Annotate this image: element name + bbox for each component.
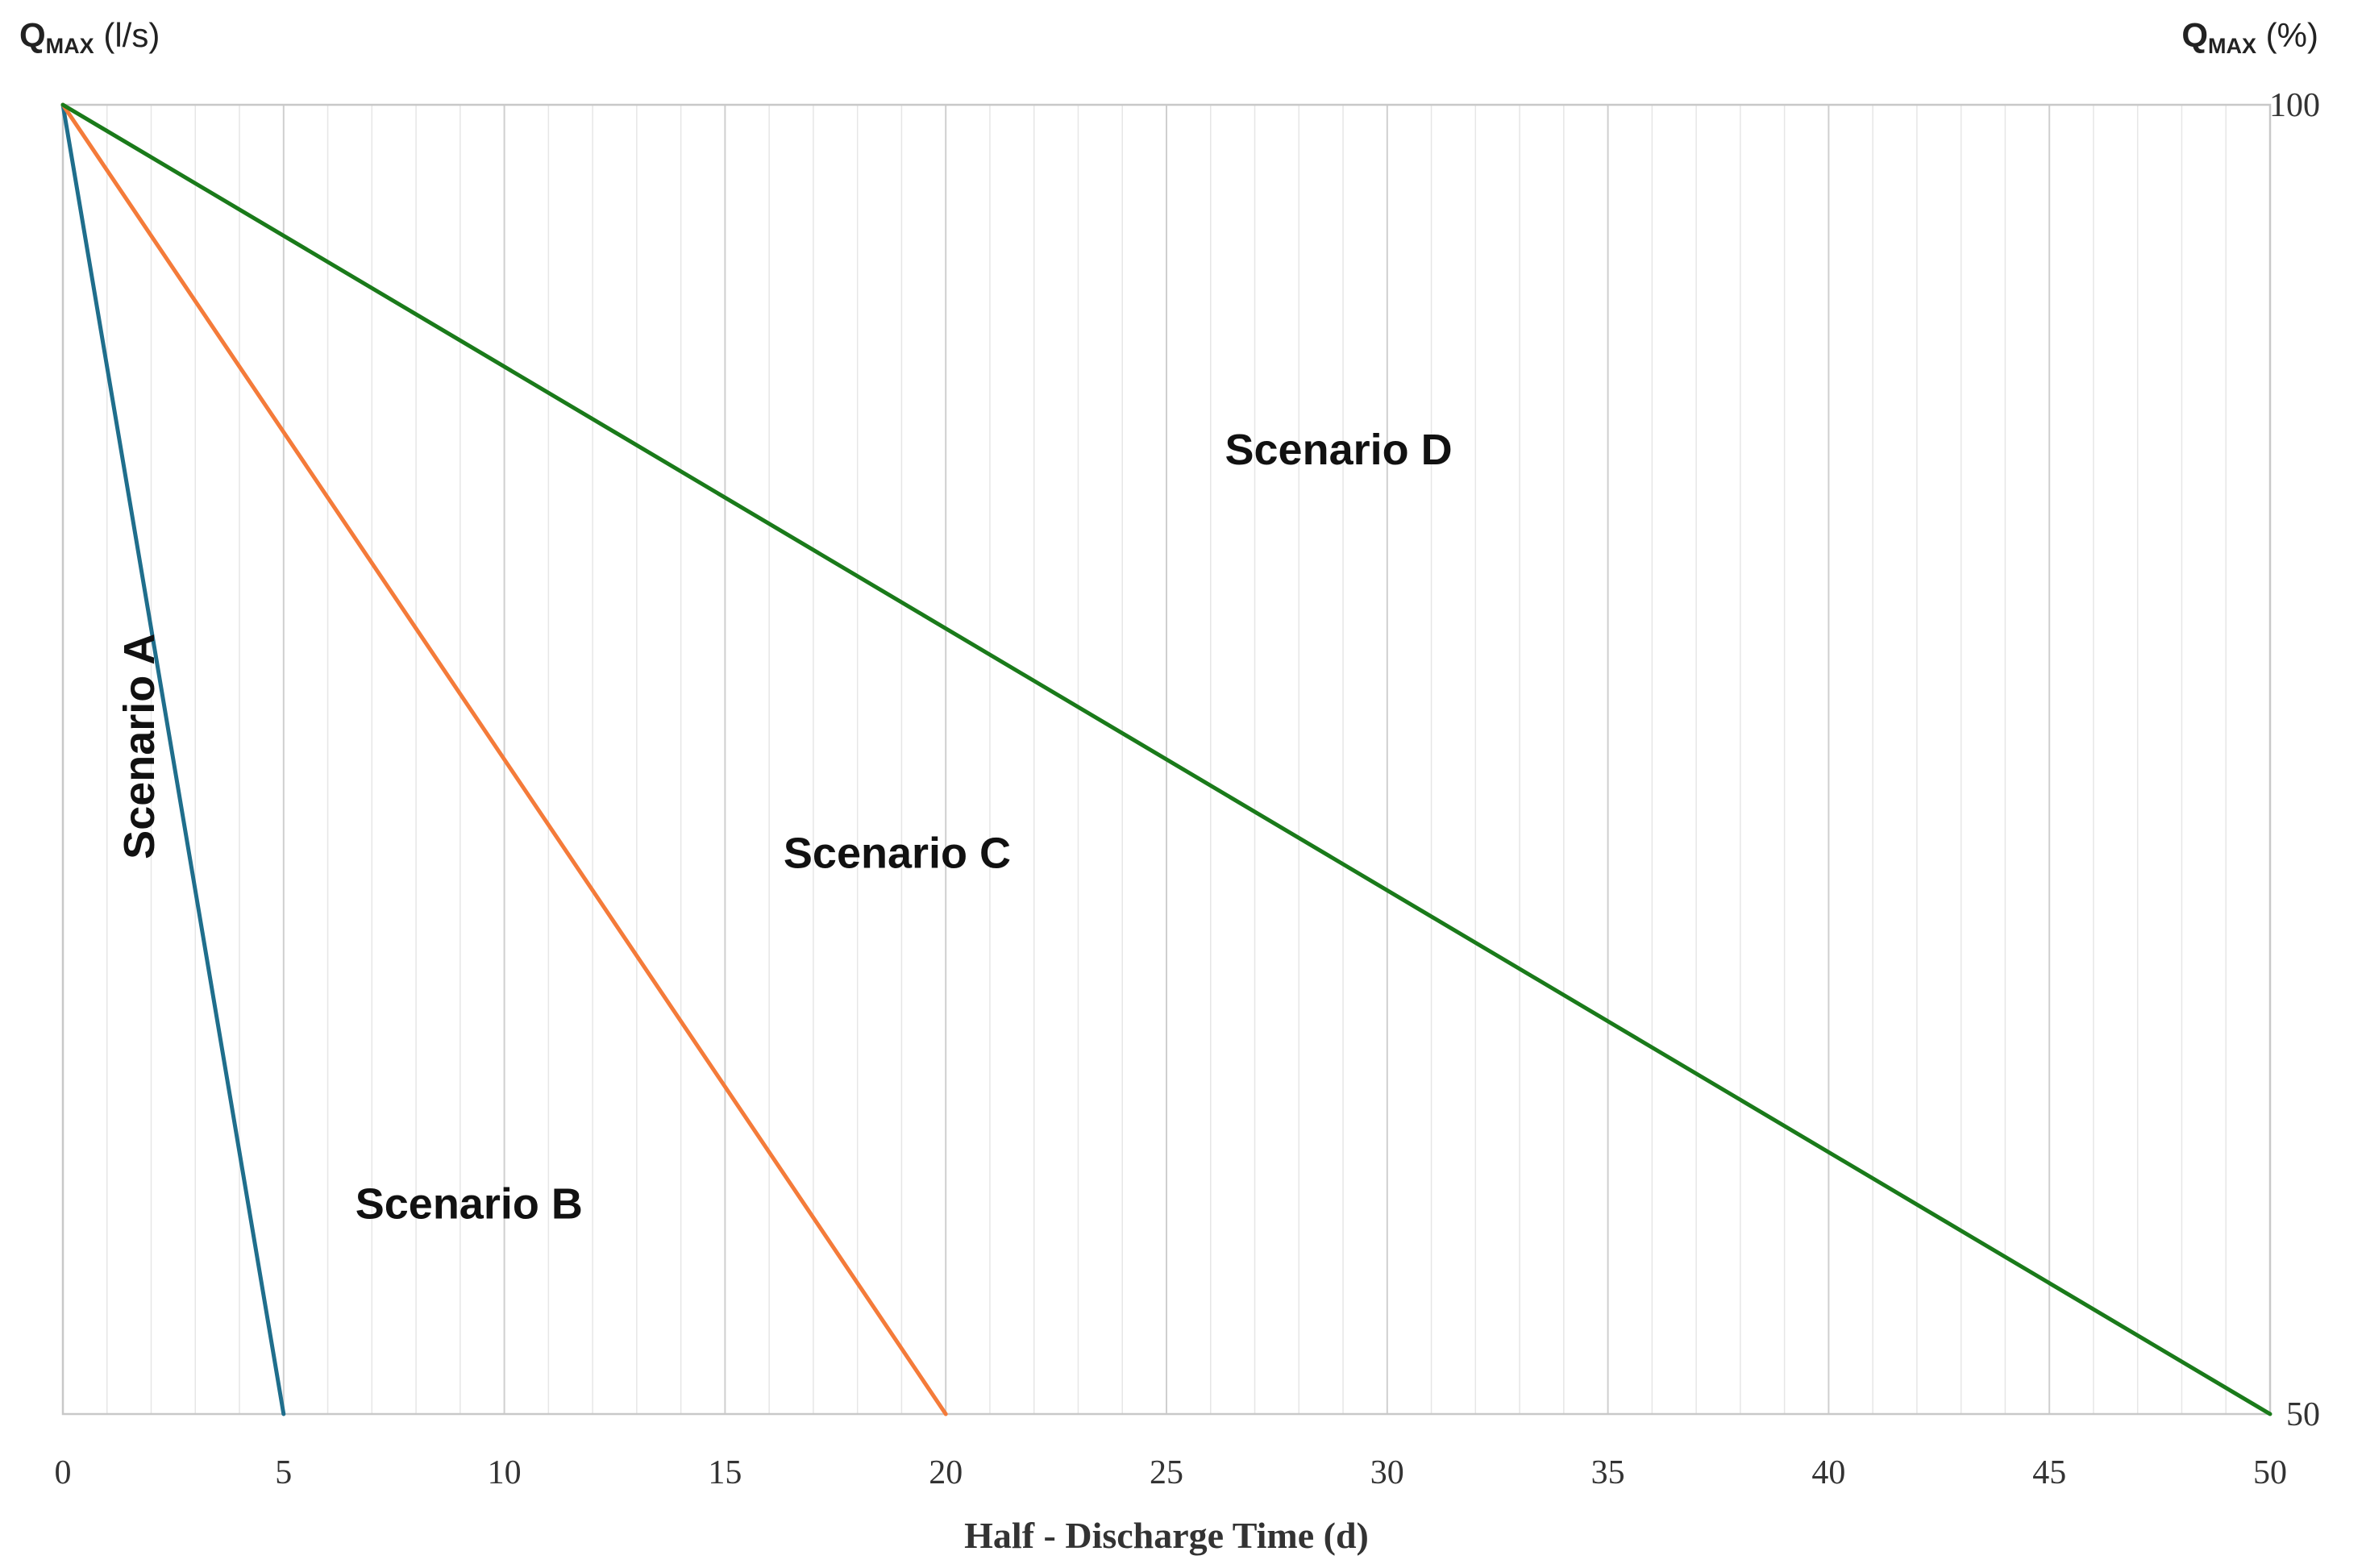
right-axis-title-main: Q (2181, 16, 2208, 54)
x-tick-label: 15 (708, 1454, 742, 1491)
x-axis-label: Half - Discharge Time (d) (964, 1515, 1369, 1556)
series-line-a (60, 102, 286, 1416)
series-group (60, 102, 2272, 1416)
x-tick-label: 30 (1370, 1454, 1404, 1491)
x-tick-label: 50 (2253, 1454, 2287, 1491)
annotations: Scenario A Scenario B Scenario C Scenario D (115, 426, 1453, 1228)
x-tick-label: 40 (1811, 1454, 1845, 1491)
x-tick-label: 45 (2032, 1454, 2066, 1491)
x-tick-label: 0 (55, 1454, 72, 1491)
x-tick-label: 20 (929, 1454, 963, 1491)
left-axis-title-unit: (l/s) (94, 16, 160, 54)
left-axis-title-sub: MAX (46, 34, 94, 58)
plot-frame (61, 103, 2272, 1416)
x-tick-label: 10 (488, 1454, 522, 1491)
y-right-tick-label: 50 (2286, 1396, 2320, 1433)
right-axis-title: QMAX (%) (2181, 16, 2318, 58)
series-line-d (60, 102, 2272, 1416)
x-tick-label: 5 (275, 1454, 292, 1491)
series-line-b (60, 102, 948, 1416)
x-tick-label: 35 (1591, 1454, 1625, 1491)
left-axis-title: QMAX (l/s) (19, 16, 160, 58)
annotation-scenario-d: Scenario D (1225, 426, 1453, 474)
annotation-scenario-a: Scenario A (115, 634, 164, 859)
left-axis-title-main: Q (19, 16, 46, 54)
x-tick-labels: 0 5 10 15 20 25 30 35 40 45 50 (55, 1454, 2288, 1491)
right-axis-title-sub: MAX (2208, 34, 2256, 58)
x-tick-label: 25 (1150, 1454, 1183, 1491)
y-right-tick-label: 100 (2269, 87, 2320, 124)
y-right-tick-labels: 100 50 (2269, 87, 2320, 1433)
annotation-scenario-b: Scenario B (356, 1180, 583, 1229)
annotation-scenario-c: Scenario C (784, 829, 1011, 877)
right-axis-title-unit: (%) (2256, 16, 2318, 54)
